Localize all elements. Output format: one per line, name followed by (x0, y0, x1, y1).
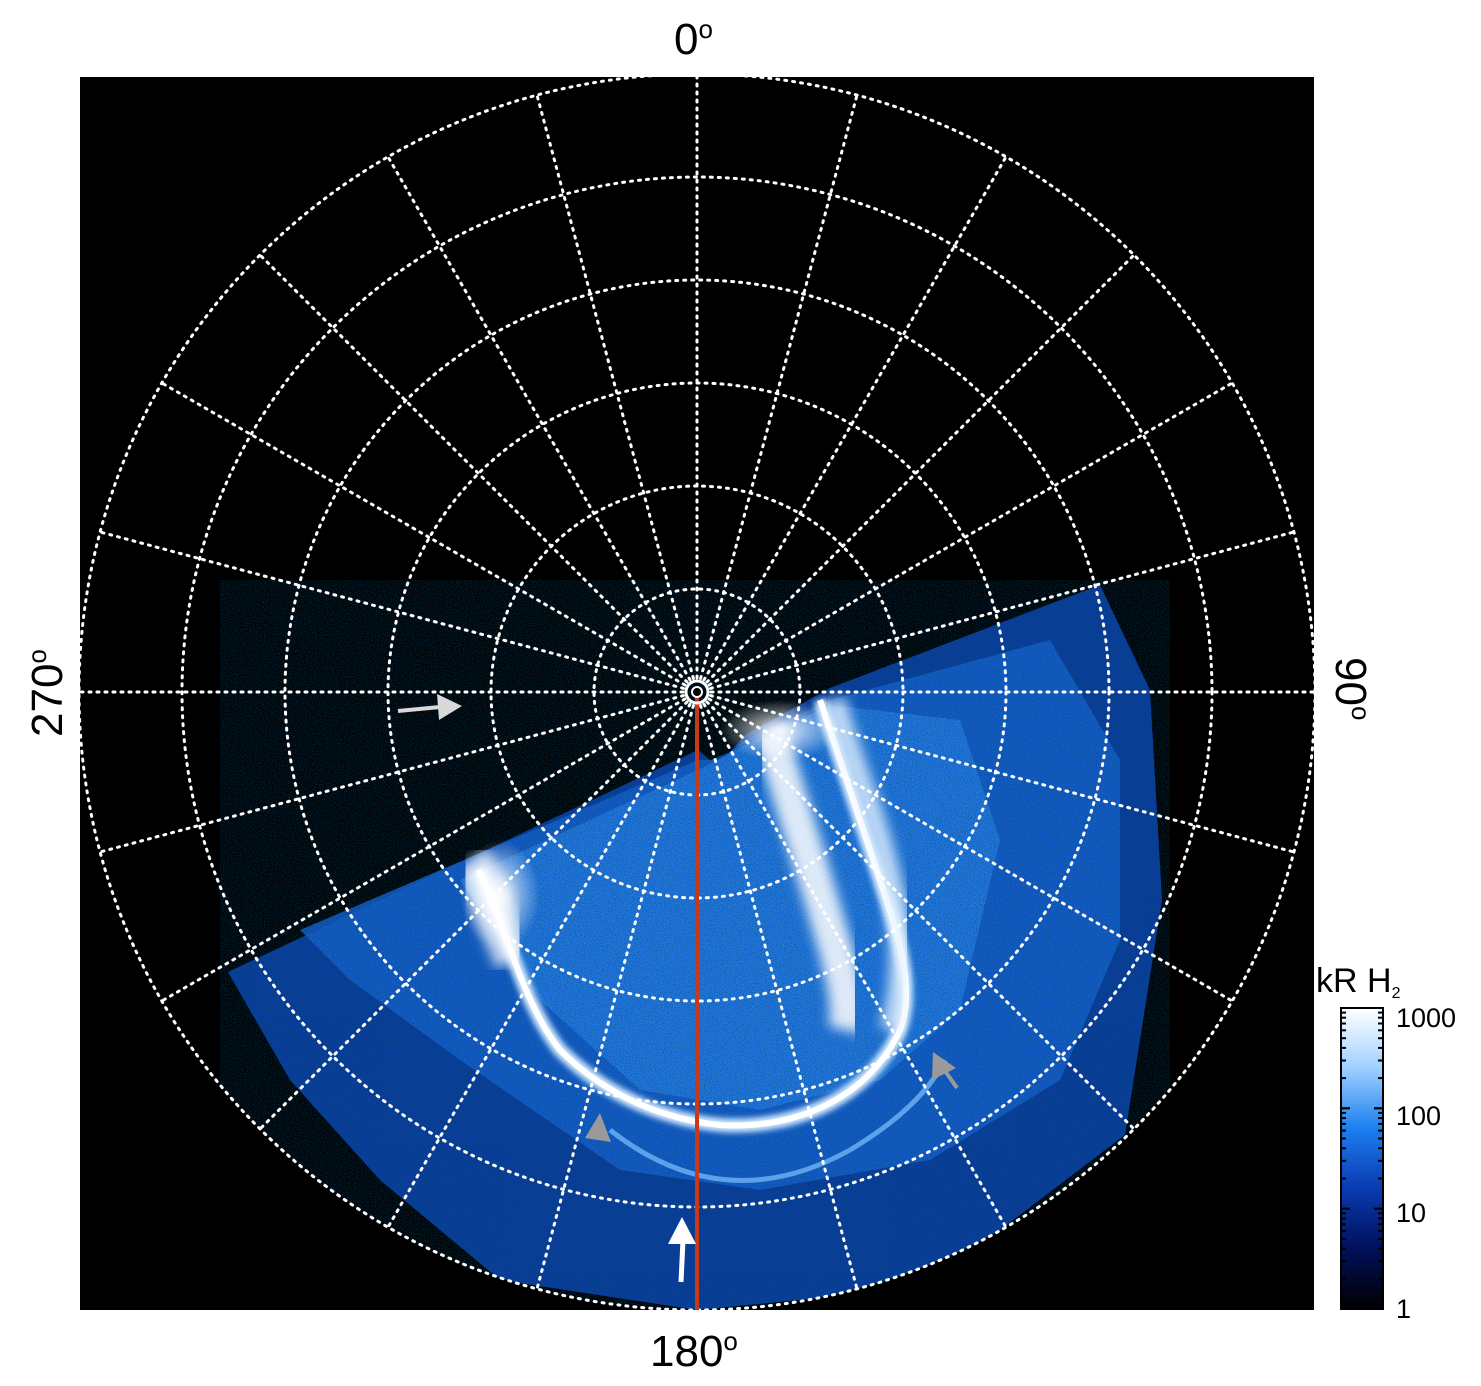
longitude-line (705, 700, 1136, 1131)
pole-marker-inner (691, 686, 703, 698)
longitude-line (535, 93, 695, 680)
colorbar-tick-label: 100 (1396, 1101, 1442, 1131)
bright-streak-2 (824, 697, 912, 1034)
lower-right-arrow (932, 1052, 959, 1090)
colorbar (1340, 1007, 1384, 1310)
longitude-line (707, 697, 1234, 1003)
longitude-line (702, 702, 1008, 1229)
colorbar-tick-label: 10 (1396, 1198, 1427, 1228)
main-oval-arc-core (475, 699, 910, 1129)
meridian-label-0: 0o (674, 14, 713, 64)
bottom-arrow (668, 1217, 696, 1283)
meridian-label-270: 270o (22, 649, 72, 737)
longitude-line (386, 702, 692, 1229)
left-arrow (397, 694, 462, 720)
bright-patch-2 (460, 840, 540, 950)
colorbar-tick-label: 1 (1396, 1294, 1412, 1324)
pole-marker-outer (684, 679, 710, 705)
longitude-line (709, 694, 1296, 854)
longitude-line (709, 530, 1296, 690)
longitude-line (258, 253, 689, 684)
colorbar-tick-label: 1000 (1396, 1003, 1457, 1033)
bright-patch (720, 700, 840, 760)
meridian-label-90: 90o (1326, 657, 1376, 721)
longitude-line (98, 530, 685, 690)
longitude-line (535, 704, 695, 1291)
colorbar-ticks (1341, 1007, 1383, 1310)
longitude-line (160, 381, 687, 687)
longitude-line (386, 155, 692, 682)
longitude-line (98, 694, 685, 854)
colorbar-title: kR H2 (1316, 962, 1401, 1002)
secondary-arc (608, 1058, 948, 1183)
bright-streak-1 (753, 725, 864, 1035)
longitude-line (707, 381, 1234, 687)
longitude-line (702, 155, 1008, 682)
longitude-line (160, 697, 687, 1003)
longitude-line (258, 700, 689, 1131)
longitude-line (699, 93, 859, 680)
longitude-line (699, 704, 859, 1291)
meridian-label-180: 180o (650, 1326, 738, 1376)
lower-left-arrow (585, 1113, 611, 1142)
longitude-line (705, 253, 1136, 684)
